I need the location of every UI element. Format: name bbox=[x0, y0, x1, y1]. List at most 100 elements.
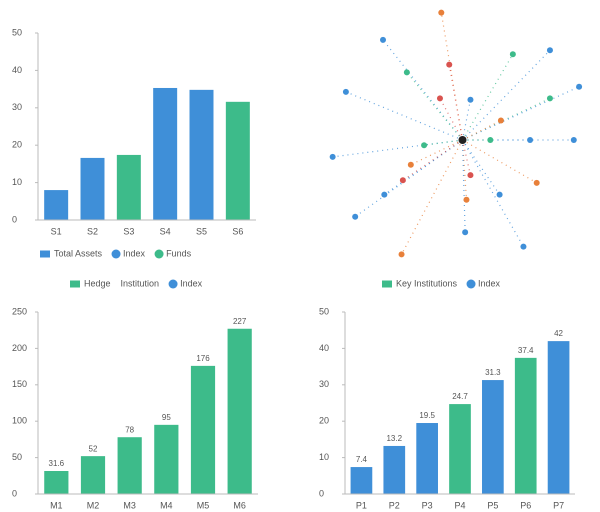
legend-label: Index bbox=[180, 278, 203, 288]
data-label: 95 bbox=[162, 413, 171, 422]
ray bbox=[406, 72, 463, 141]
ray bbox=[332, 139, 463, 158]
point bbox=[497, 117, 504, 124]
data-label: 52 bbox=[89, 444, 98, 453]
y-tick-label: 0 bbox=[12, 214, 17, 224]
x-tick-label: P3 bbox=[422, 500, 433, 510]
point bbox=[533, 179, 540, 186]
x-tick-label: P7 bbox=[553, 500, 564, 510]
ray bbox=[462, 139, 538, 184]
legend-label: Index bbox=[123, 248, 146, 258]
legend-swatch bbox=[111, 249, 121, 259]
point bbox=[467, 96, 474, 103]
x-tick-label: P1 bbox=[356, 500, 367, 510]
point bbox=[403, 69, 410, 76]
x-tick-label: S5 bbox=[196, 226, 207, 236]
hub bbox=[458, 136, 467, 144]
ray bbox=[461, 139, 524, 247]
point bbox=[398, 251, 405, 258]
bar bbox=[44, 470, 69, 494]
point bbox=[576, 83, 583, 90]
ray bbox=[401, 139, 464, 255]
point bbox=[527, 137, 534, 143]
y-tick-label: 20 bbox=[12, 140, 22, 150]
legend-swatch bbox=[382, 280, 392, 288]
point bbox=[546, 47, 553, 54]
bar bbox=[190, 365, 216, 494]
legend-swatch bbox=[40, 250, 50, 258]
point bbox=[436, 95, 443, 102]
bar bbox=[189, 89, 214, 221]
bar bbox=[227, 328, 252, 494]
x-tick-label: M5 bbox=[197, 500, 210, 510]
point bbox=[421, 142, 428, 149]
ray bbox=[382, 39, 463, 141]
legend-swatch bbox=[154, 249, 164, 259]
y-tick-label: 0 bbox=[12, 488, 17, 498]
ray bbox=[410, 139, 463, 166]
x-tick-label: S4 bbox=[160, 226, 171, 236]
y-tick-label: 200 bbox=[12, 343, 27, 353]
data-label: 19.5 bbox=[419, 411, 435, 420]
x-tick-label: S2 bbox=[87, 226, 98, 236]
ray bbox=[462, 49, 551, 141]
bar bbox=[547, 341, 570, 494]
point bbox=[520, 243, 527, 250]
point bbox=[380, 36, 386, 43]
point bbox=[381, 191, 388, 198]
point bbox=[438, 9, 445, 16]
ray bbox=[345, 91, 463, 141]
bar bbox=[153, 87, 178, 220]
bar bbox=[449, 404, 471, 494]
y-tick-label: 30 bbox=[319, 379, 329, 389]
point bbox=[329, 153, 336, 160]
point bbox=[487, 137, 494, 143]
point bbox=[352, 213, 359, 220]
ray bbox=[462, 97, 551, 141]
bar bbox=[116, 154, 141, 220]
bar bbox=[80, 456, 106, 494]
x-tick-label: M4 bbox=[160, 500, 173, 510]
bar bbox=[482, 380, 504, 494]
bar bbox=[44, 190, 69, 220]
point bbox=[399, 177, 406, 184]
ray bbox=[423, 139, 463, 146]
x-tick-label: M6 bbox=[233, 500, 246, 510]
point bbox=[496, 191, 503, 198]
x-tick-label: P5 bbox=[487, 500, 498, 510]
ray bbox=[402, 139, 463, 181]
x-tick-label: P4 bbox=[454, 500, 465, 510]
point bbox=[570, 137, 577, 143]
legend-label: Funds bbox=[166, 248, 192, 258]
legend-label: Institution bbox=[121, 278, 160, 288]
data-label: 78 bbox=[125, 425, 134, 434]
bar bbox=[383, 445, 406, 494]
data-label: 24.7 bbox=[452, 392, 468, 401]
y-tick-label: 50 bbox=[12, 452, 22, 462]
point bbox=[342, 88, 349, 95]
ray bbox=[462, 86, 580, 141]
legend-label: Index bbox=[478, 278, 501, 288]
bar bbox=[416, 423, 438, 494]
y-tick-label: 10 bbox=[319, 452, 329, 462]
legend-label: Total Assets bbox=[54, 248, 103, 258]
data-label: 7.4 bbox=[356, 455, 368, 464]
point bbox=[546, 95, 553, 102]
point bbox=[509, 51, 516, 58]
legend-swatch bbox=[168, 279, 178, 289]
y-tick-label: 40 bbox=[319, 343, 329, 353]
y-tick-label: 100 bbox=[12, 416, 27, 426]
data-label: 31.3 bbox=[485, 368, 501, 377]
legend-swatch bbox=[466, 279, 476, 289]
bar bbox=[117, 437, 142, 494]
point bbox=[446, 61, 453, 68]
y-tick-label: 40 bbox=[12, 65, 22, 75]
ray bbox=[383, 139, 463, 196]
data-label: 176 bbox=[196, 354, 210, 363]
data-label: 37.4 bbox=[518, 346, 534, 355]
ray bbox=[461, 139, 466, 233]
ray bbox=[462, 119, 502, 141]
y-tick-label: 20 bbox=[319, 416, 329, 426]
